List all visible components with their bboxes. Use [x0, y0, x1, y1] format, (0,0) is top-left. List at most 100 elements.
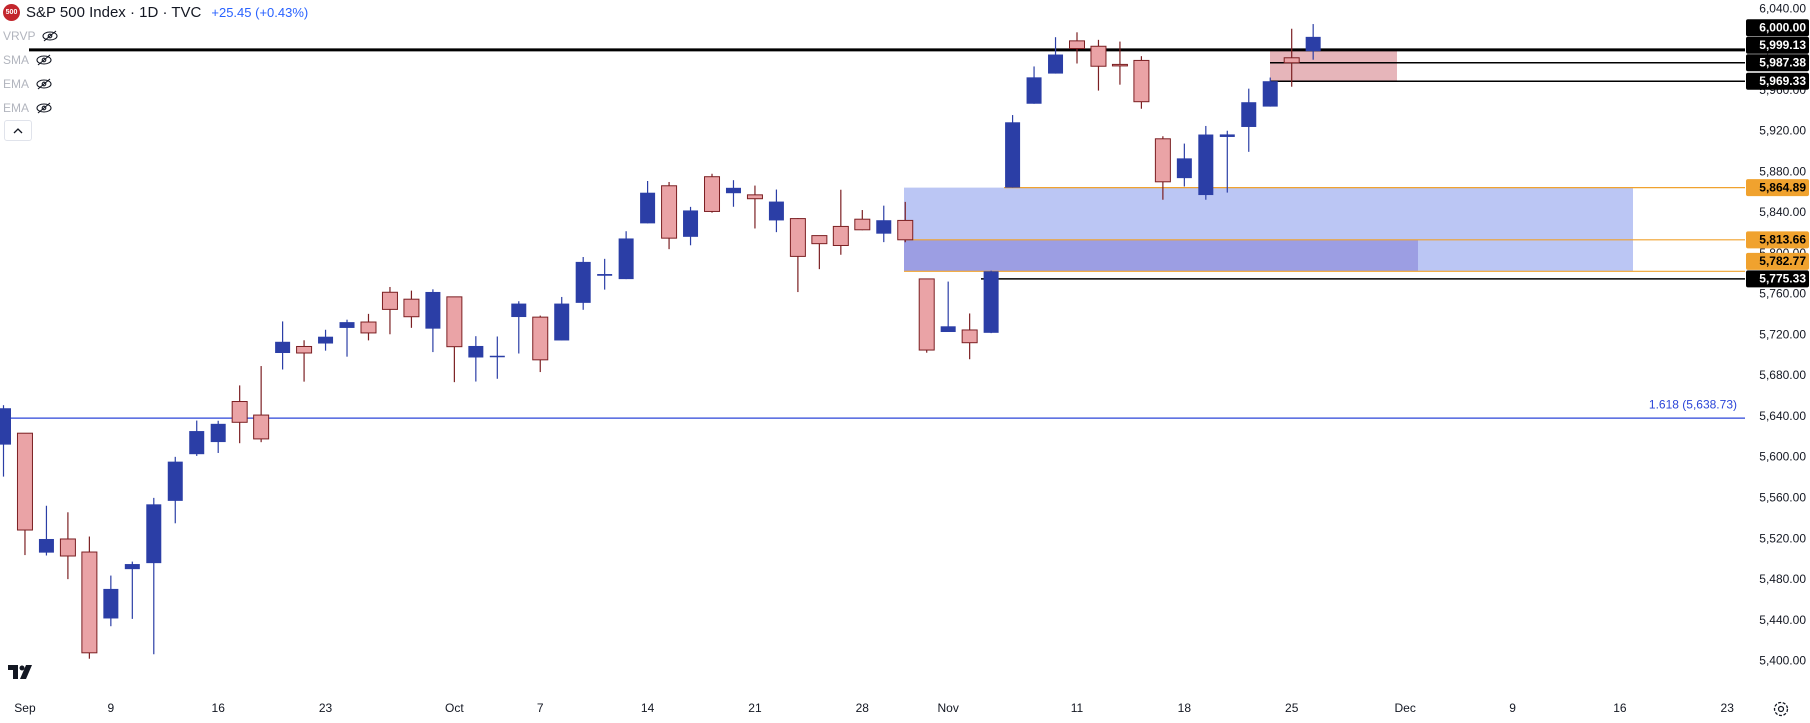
indicator[interactable]: SMA	[3, 48, 59, 72]
x-tick-label: 25	[1285, 701, 1299, 715]
y-tick-label: 5,400.00	[1759, 654, 1806, 668]
indicator[interactable]: VRVP	[3, 24, 59, 48]
x-tick-label: Oct	[445, 701, 464, 715]
candle-body	[296, 345, 313, 354]
logo-shape	[8, 665, 32, 679]
y-tick-label: 5,720.00	[1759, 327, 1806, 341]
candle-body	[983, 271, 999, 333]
candle-body	[1241, 102, 1257, 127]
indicator-list: VRVP SMA EMA EMA	[3, 24, 59, 120]
logo-dot	[19, 665, 25, 671]
y-tick-label: 6,040.00	[1759, 1, 1806, 15]
candle-body	[275, 341, 291, 354]
candle-body	[1133, 59, 1150, 103]
candle-body	[575, 261, 591, 303]
candle-body	[876, 220, 892, 234]
candle-body	[725, 187, 741, 194]
gear-outer	[1773, 701, 1789, 717]
price-label: 6,000.00	[1759, 20, 1806, 34]
hidden-eye-icon[interactable]	[35, 54, 53, 66]
price-change: +25.45 (+0.43%)	[211, 4, 309, 20]
price-label: 5,775.33	[1759, 272, 1806, 286]
y-tick-label: 5,520.00	[1759, 531, 1806, 545]
y-tick-label: 5,680.00	[1759, 368, 1806, 382]
candle-body	[1090, 45, 1107, 67]
hidden-eye-icon[interactable]	[35, 102, 53, 114]
price-label: 5,813.66	[1759, 232, 1806, 246]
candle-body	[746, 194, 763, 200]
price-label-box	[1746, 54, 1809, 72]
price-label-box	[1746, 252, 1809, 270]
settings-icon[interactable]	[1773, 701, 1789, 717]
indicator[interactable]: EMA	[3, 96, 59, 120]
zone-resistance	[1270, 49, 1397, 82]
y-tick-label: 5,920.00	[1759, 124, 1806, 138]
candle-body	[318, 336, 334, 344]
candle-body	[360, 321, 377, 334]
y-tick-label: 5,560.00	[1759, 490, 1806, 504]
y-tick-label: 5,440.00	[1759, 613, 1806, 627]
candle-body	[1069, 40, 1085, 50]
candle-body	[897, 219, 914, 241]
x-tick-label: 9	[108, 701, 115, 715]
indicator-name: EMA	[3, 101, 30, 115]
hidden-eye-icon[interactable]	[41, 30, 59, 42]
candle-body	[1198, 134, 1214, 196]
x-tick-label: 18	[1178, 701, 1192, 715]
zone-inner	[904, 239, 1418, 272]
price-label: 5,999.13	[1759, 38, 1806, 52]
candle-body	[961, 329, 978, 344]
fib-label: 1.618 (5,638.73)	[1649, 397, 1737, 411]
price-label: 5,969.33	[1759, 74, 1806, 88]
y-tick-label: 5,480.00	[1759, 572, 1806, 586]
candle-body	[103, 588, 119, 619]
x-tick-label: 23	[319, 701, 333, 715]
chevron-icon	[13, 127, 23, 133]
price-label-box	[1746, 270, 1809, 288]
x-tick-label: 16	[1613, 701, 1627, 715]
candle-body	[768, 201, 784, 221]
candle-body	[1283, 57, 1300, 64]
candle-body	[381, 291, 398, 310]
price-label-box	[1746, 231, 1809, 249]
candle-body	[81, 551, 98, 654]
candle-body	[554, 303, 570, 341]
price-label: 5,864.89	[1759, 180, 1806, 194]
candle-body	[253, 414, 270, 440]
candle-body	[704, 176, 721, 212]
collapse-button[interactable]	[4, 120, 32, 141]
candle-body	[1262, 81, 1278, 107]
indicator-name: SMA	[3, 53, 30, 67]
candle-body	[16, 432, 33, 531]
indicator-name: EMA	[3, 77, 30, 91]
symbol-header: 500 S&P 500 Index · 1D · TVC +25.45 (+0.…	[3, 1, 308, 23]
candle-body	[167, 461, 183, 501]
x-tick-label: 16	[212, 701, 226, 715]
candle-body	[146, 504, 162, 564]
price-label-box	[1746, 179, 1809, 197]
candle-body	[1111, 63, 1128, 67]
candle-body	[597, 274, 613, 276]
candle-body	[38, 538, 54, 553]
candle-body	[661, 185, 678, 239]
hidden-eye-icon[interactable]	[35, 78, 53, 90]
symbol-title[interactable]: S&P 500 Index · 1D · TVC	[26, 3, 202, 21]
gear-inner	[1777, 705, 1785, 713]
candle-body	[339, 322, 355, 328]
candle-body	[683, 210, 699, 237]
price-axis	[1745, 0, 1810, 723]
y-tick-label: 5,880.00	[1759, 164, 1806, 178]
candle-body	[425, 291, 441, 329]
candle-body	[1005, 122, 1021, 188]
candle-body	[811, 235, 828, 245]
candle-body	[918, 278, 935, 351]
time-axis	[0, 695, 1810, 723]
x-tick-label: 7	[537, 701, 544, 715]
candle-body	[1176, 158, 1192, 179]
candle-body	[231, 401, 248, 423]
price-label-box	[1746, 36, 1809, 54]
candle-body	[403, 298, 420, 318]
indicator[interactable]: EMA	[3, 72, 59, 96]
